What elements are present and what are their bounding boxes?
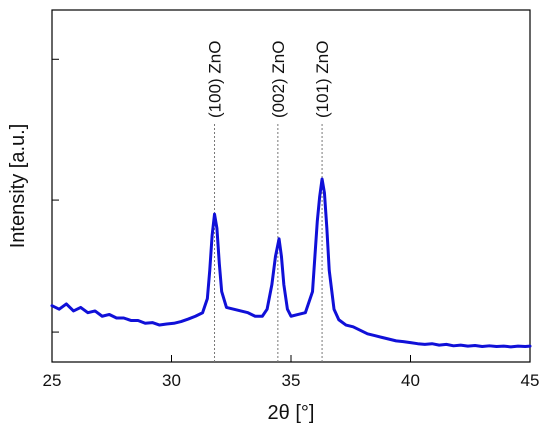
series-line-0 <box>50 177 532 349</box>
y-axis-ticks <box>52 58 59 333</box>
x-tick-label-4: 45 <box>521 371 540 390</box>
x-axis-ticks: 25 30 35 40 45 <box>43 355 540 390</box>
peak-label-0: (100) ZnO <box>206 41 225 118</box>
data-series <box>50 177 532 349</box>
x-tick-label-0: 25 <box>43 371 62 390</box>
peak-labels: (100) ZnO (002) ZnO (101) ZnO <box>206 41 333 118</box>
y-axis-label: Intensity [a.u.] <box>7 124 29 249</box>
x-tick-label-2: 35 <box>282 371 301 390</box>
x-axis-label: 2θ [°] <box>268 402 315 424</box>
plot-frame <box>51 9 531 363</box>
peak-label-2: (101) ZnO <box>313 41 332 118</box>
peak-label-1: (002) ZnO <box>269 41 288 118</box>
x-tick-label-3: 40 <box>401 371 420 390</box>
peak-lines <box>214 124 323 362</box>
x-tick-label-1: 30 <box>162 371 181 390</box>
